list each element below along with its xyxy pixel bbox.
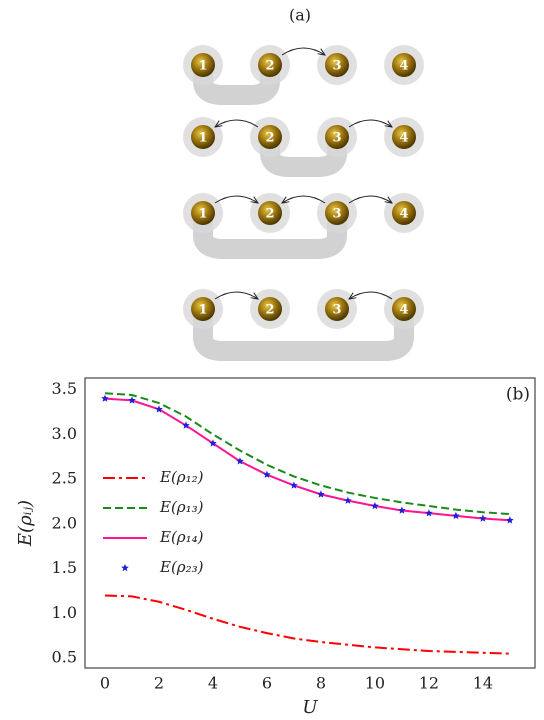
site-label: 1	[198, 207, 207, 222]
x-tick-label: 10	[365, 674, 385, 693]
star-marker	[290, 481, 298, 488]
star-marker	[371, 502, 379, 509]
hop-arrow	[282, 48, 325, 55]
hop-arrow	[215, 120, 258, 127]
x-tick-label: 6	[262, 674, 272, 693]
star-marker	[101, 395, 109, 402]
series-line	[105, 596, 510, 654]
hop-arrow	[215, 292, 258, 299]
star-marker	[398, 507, 406, 514]
y-tick-label: 1.0	[52, 603, 77, 622]
site-label: 3	[332, 59, 341, 74]
star-marker	[506, 516, 514, 523]
hop-arrow	[215, 196, 258, 203]
x-tick-label: 4	[208, 674, 218, 693]
x-tick-label: 2	[154, 674, 164, 693]
star-marker	[452, 512, 460, 519]
y-tick-label: 1.5	[52, 558, 77, 577]
site-label: 1	[198, 59, 207, 74]
x-tick-label: 14	[473, 674, 493, 693]
link-arc	[203, 309, 404, 351]
diagram: 1 2 3 4 1 2 3 4 1 2 3 4 1 2 3 4	[183, 45, 424, 351]
legend-label: E(ρ₁₄)	[159, 528, 204, 546]
site-label: 3	[332, 207, 341, 222]
legend-label: E(ρ₂₃)	[159, 558, 204, 576]
hop-arrow	[349, 292, 392, 299]
legend-label: E(ρ₁₂)	[159, 468, 204, 486]
site-label: 4	[399, 59, 408, 74]
star-marker	[263, 471, 271, 478]
x-axis-label: U	[302, 697, 318, 718]
hop-arrow	[282, 196, 325, 203]
y-axis-label: E(ρᵢⱼ)	[15, 500, 36, 547]
series-line	[105, 393, 510, 514]
star-marker	[317, 490, 325, 497]
star-marker	[479, 515, 487, 522]
site-label: 2	[265, 207, 274, 222]
panel-label: (a)	[289, 6, 311, 25]
y-tick-label: 3.0	[52, 424, 77, 443]
y-tick-label: 0.5	[52, 648, 77, 667]
site-label: 4	[399, 303, 408, 318]
y-tick-label: 3.5	[52, 379, 77, 398]
star-marker	[128, 396, 136, 403]
x-tick-label: 8	[316, 674, 326, 693]
y-tick-label: 2.5	[52, 469, 77, 488]
site-label: 1	[198, 131, 207, 146]
site-label: 4	[399, 131, 408, 146]
star-marker	[425, 509, 433, 516]
x-tick-label: 12	[419, 674, 439, 693]
legend-swatch	[121, 564, 129, 571]
panel-label: (b)	[506, 385, 530, 405]
star-marker	[344, 497, 352, 504]
site-label: 3	[332, 303, 341, 318]
site-label: 2	[265, 131, 274, 146]
site-label: 2	[265, 59, 274, 74]
site-label: 4	[399, 207, 408, 222]
plot-frame	[85, 378, 535, 668]
site-label: 1	[198, 303, 207, 318]
y-tick-label: 2.0	[52, 513, 77, 532]
legend-label: E(ρ₁₃)	[159, 498, 204, 516]
plot: 0.5 1.0 1.5 2.0 2.5 3.0 3.5 0 2 4 6 8 10 12 14 E(ρ₁₂) E(…	[52, 379, 514, 692]
x-tick-label: 0	[100, 674, 110, 693]
hop-arrow	[349, 196, 392, 203]
site-label: 3	[332, 131, 341, 146]
hop-arrow	[349, 120, 392, 127]
site-label: 2	[265, 303, 274, 318]
figure: (a) 1234123412341234 (b) U E(ρᵢⱼ) 0.51.0…	[0, 0, 544, 720]
